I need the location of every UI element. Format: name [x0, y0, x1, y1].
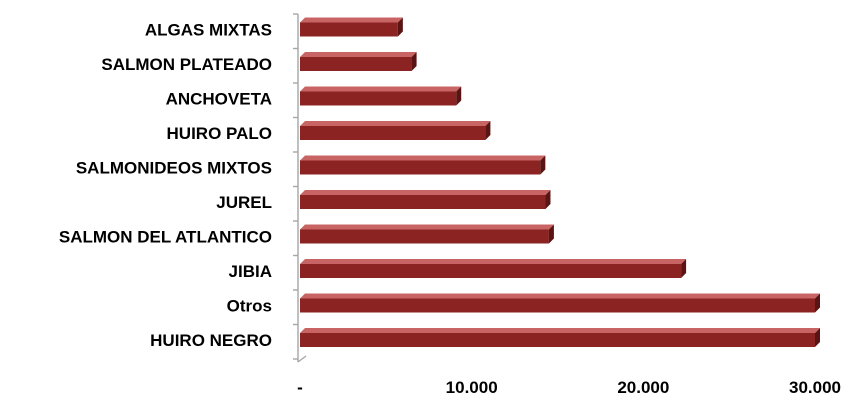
bar-end-face: [540, 155, 546, 175]
bar-front-face: [300, 229, 549, 244]
bar-algas-mixtas: [300, 17, 403, 37]
bar-top-face: [300, 52, 417, 57]
bar-front-face: [300, 126, 486, 140]
category-label-algas-mixtas: ALGAS MIXTAS: [145, 21, 272, 40]
bar-top-face: [300, 293, 820, 299]
x-tick-label: -: [297, 378, 303, 397]
chart-bars: [300, 17, 820, 347]
bar-salmon-plateado: [300, 52, 417, 71]
bar-front-face: [300, 298, 815, 313]
category-labels: HUIRO NEGRO Otros JIBIA SALMON DEL ATLANTIC…: [59, 21, 272, 351]
bar-end-face: [545, 190, 551, 209]
bar-front-face: [300, 22, 398, 37]
x-tick-labels: - 10.000 20.000 30.000: [297, 378, 841, 397]
bar-end-face: [456, 86, 462, 106]
category-label-jibia: JIBIA: [229, 262, 272, 281]
bar-top-face: [300, 259, 687, 264]
bar-salmonideos-mixtos: [300, 155, 546, 175]
bar-end-face: [548, 224, 554, 244]
bar-front-face: [300, 195, 546, 209]
bar-front-face: [300, 333, 815, 347]
bar-end-face: [485, 121, 491, 140]
bar-end-face: [411, 52, 417, 71]
chart-axes: [293, 13, 307, 363]
bar-top-face: [300, 328, 820, 333]
category-label-jurel: JUREL: [216, 193, 272, 212]
bar-front-face: [300, 57, 412, 71]
bar-front-face: [300, 91, 457, 106]
bar-top-face: [300, 17, 403, 23]
bar-end-face: [815, 328, 820, 347]
bar-salmon-del-atlantico: [300, 224, 554, 244]
bar-front-face: [300, 160, 541, 175]
bar-end-face: [397, 17, 403, 37]
category-label-huiro-negro: HUIRO NEGRO: [150, 331, 272, 350]
category-label-salmon-plateado: SALMON PLATEADO: [101, 55, 272, 74]
bar-top-face: [300, 190, 551, 195]
bar-jurel: [300, 190, 551, 209]
x-tick-label: 20.000: [617, 378, 669, 397]
axis-floor-edge: [297, 355, 307, 363]
bar-top-face: [300, 224, 554, 230]
category-label-huiro-palo: HUIRO PALO: [167, 124, 272, 143]
bar-end-face: [681, 259, 687, 278]
category-label-otros: Otros: [227, 297, 272, 316]
x-tick-label: 10.000: [446, 378, 498, 397]
bar-top-face: [300, 155, 546, 161]
bar-anchoveta: [300, 86, 462, 106]
bar-huiro-palo: [300, 121, 491, 140]
category-label-salmon-del-atlantico: SALMON DEL ATLANTICO: [59, 228, 272, 247]
bar-end-face: [815, 293, 820, 313]
bar-huiro-negro: [300, 328, 820, 347]
x-tick-label: 30.000: [789, 378, 841, 397]
bar-otros: [300, 293, 820, 313]
bar-top-face: [300, 86, 462, 92]
bar-jibia: [300, 259, 687, 278]
category-label-anchoveta: ANCHOVETA: [166, 90, 272, 109]
bar-top-face: [300, 121, 491, 126]
category-label-salmonideos-mixtos: SALMONIDEOS MIXTOS: [76, 159, 272, 178]
bar-front-face: [300, 264, 682, 278]
